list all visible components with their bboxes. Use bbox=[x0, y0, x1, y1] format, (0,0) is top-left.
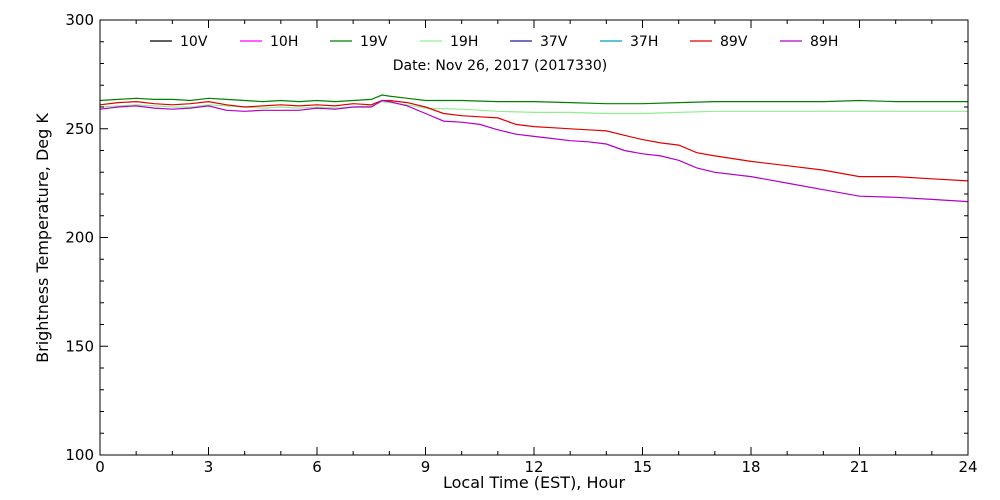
legend-label-19h: 19H bbox=[450, 34, 478, 50]
x-tick-label: 24 bbox=[958, 458, 977, 476]
legend-label-19v: 19V bbox=[360, 34, 388, 50]
x-tick-label: 12 bbox=[524, 458, 543, 476]
legend-label-37h: 37H bbox=[630, 34, 658, 50]
y-tick-label: 250 bbox=[65, 120, 94, 138]
y-tick-label: 100 bbox=[65, 446, 94, 464]
series-line-19v bbox=[99, 94, 968, 105]
legend-label-10v: 10V bbox=[180, 34, 208, 50]
series-line-89v bbox=[99, 99, 969, 182]
x-tick-label: 9 bbox=[421, 458, 431, 476]
legend-label-10h: 10H bbox=[270, 34, 298, 50]
legend: 10V 10H 19V 19H 37V 37H 89V 89H bbox=[150, 34, 838, 50]
chart-subtitle: Date: Nov 26, 2017 (2017330) bbox=[393, 58, 607, 74]
x-tick-label: 6 bbox=[312, 458, 322, 476]
x-tick-label: 0 bbox=[95, 458, 105, 476]
axis-ticks bbox=[99, 19, 969, 456]
x-axis-title: Local Time (EST), Hour bbox=[443, 473, 625, 492]
legend-label-89h: 89H bbox=[810, 34, 838, 50]
series-line-89h bbox=[99, 99, 969, 203]
series-line-19h bbox=[99, 100, 968, 115]
x-tick-label: 3 bbox=[204, 458, 214, 476]
plot-lines bbox=[99, 94, 969, 203]
x-tick-label: 15 bbox=[633, 458, 652, 476]
x-tick-label: 21 bbox=[850, 458, 869, 476]
plot-frame bbox=[99, 19, 969, 456]
y-tick-label: 200 bbox=[65, 229, 94, 247]
legend-label-89v: 89V bbox=[720, 34, 748, 50]
axis-tick-labels: 0 3 6 9 12 15 18 21 24 100 150 200 250 300 bbox=[65, 11, 977, 476]
y-tick-label: 300 bbox=[65, 11, 94, 29]
x-tick-label: 18 bbox=[741, 458, 760, 476]
legend-label-37v: 37V bbox=[540, 34, 568, 50]
y-tick-label: 150 bbox=[65, 337, 94, 355]
y-axis-title: Brightness Temperature, Deg K bbox=[33, 113, 52, 363]
